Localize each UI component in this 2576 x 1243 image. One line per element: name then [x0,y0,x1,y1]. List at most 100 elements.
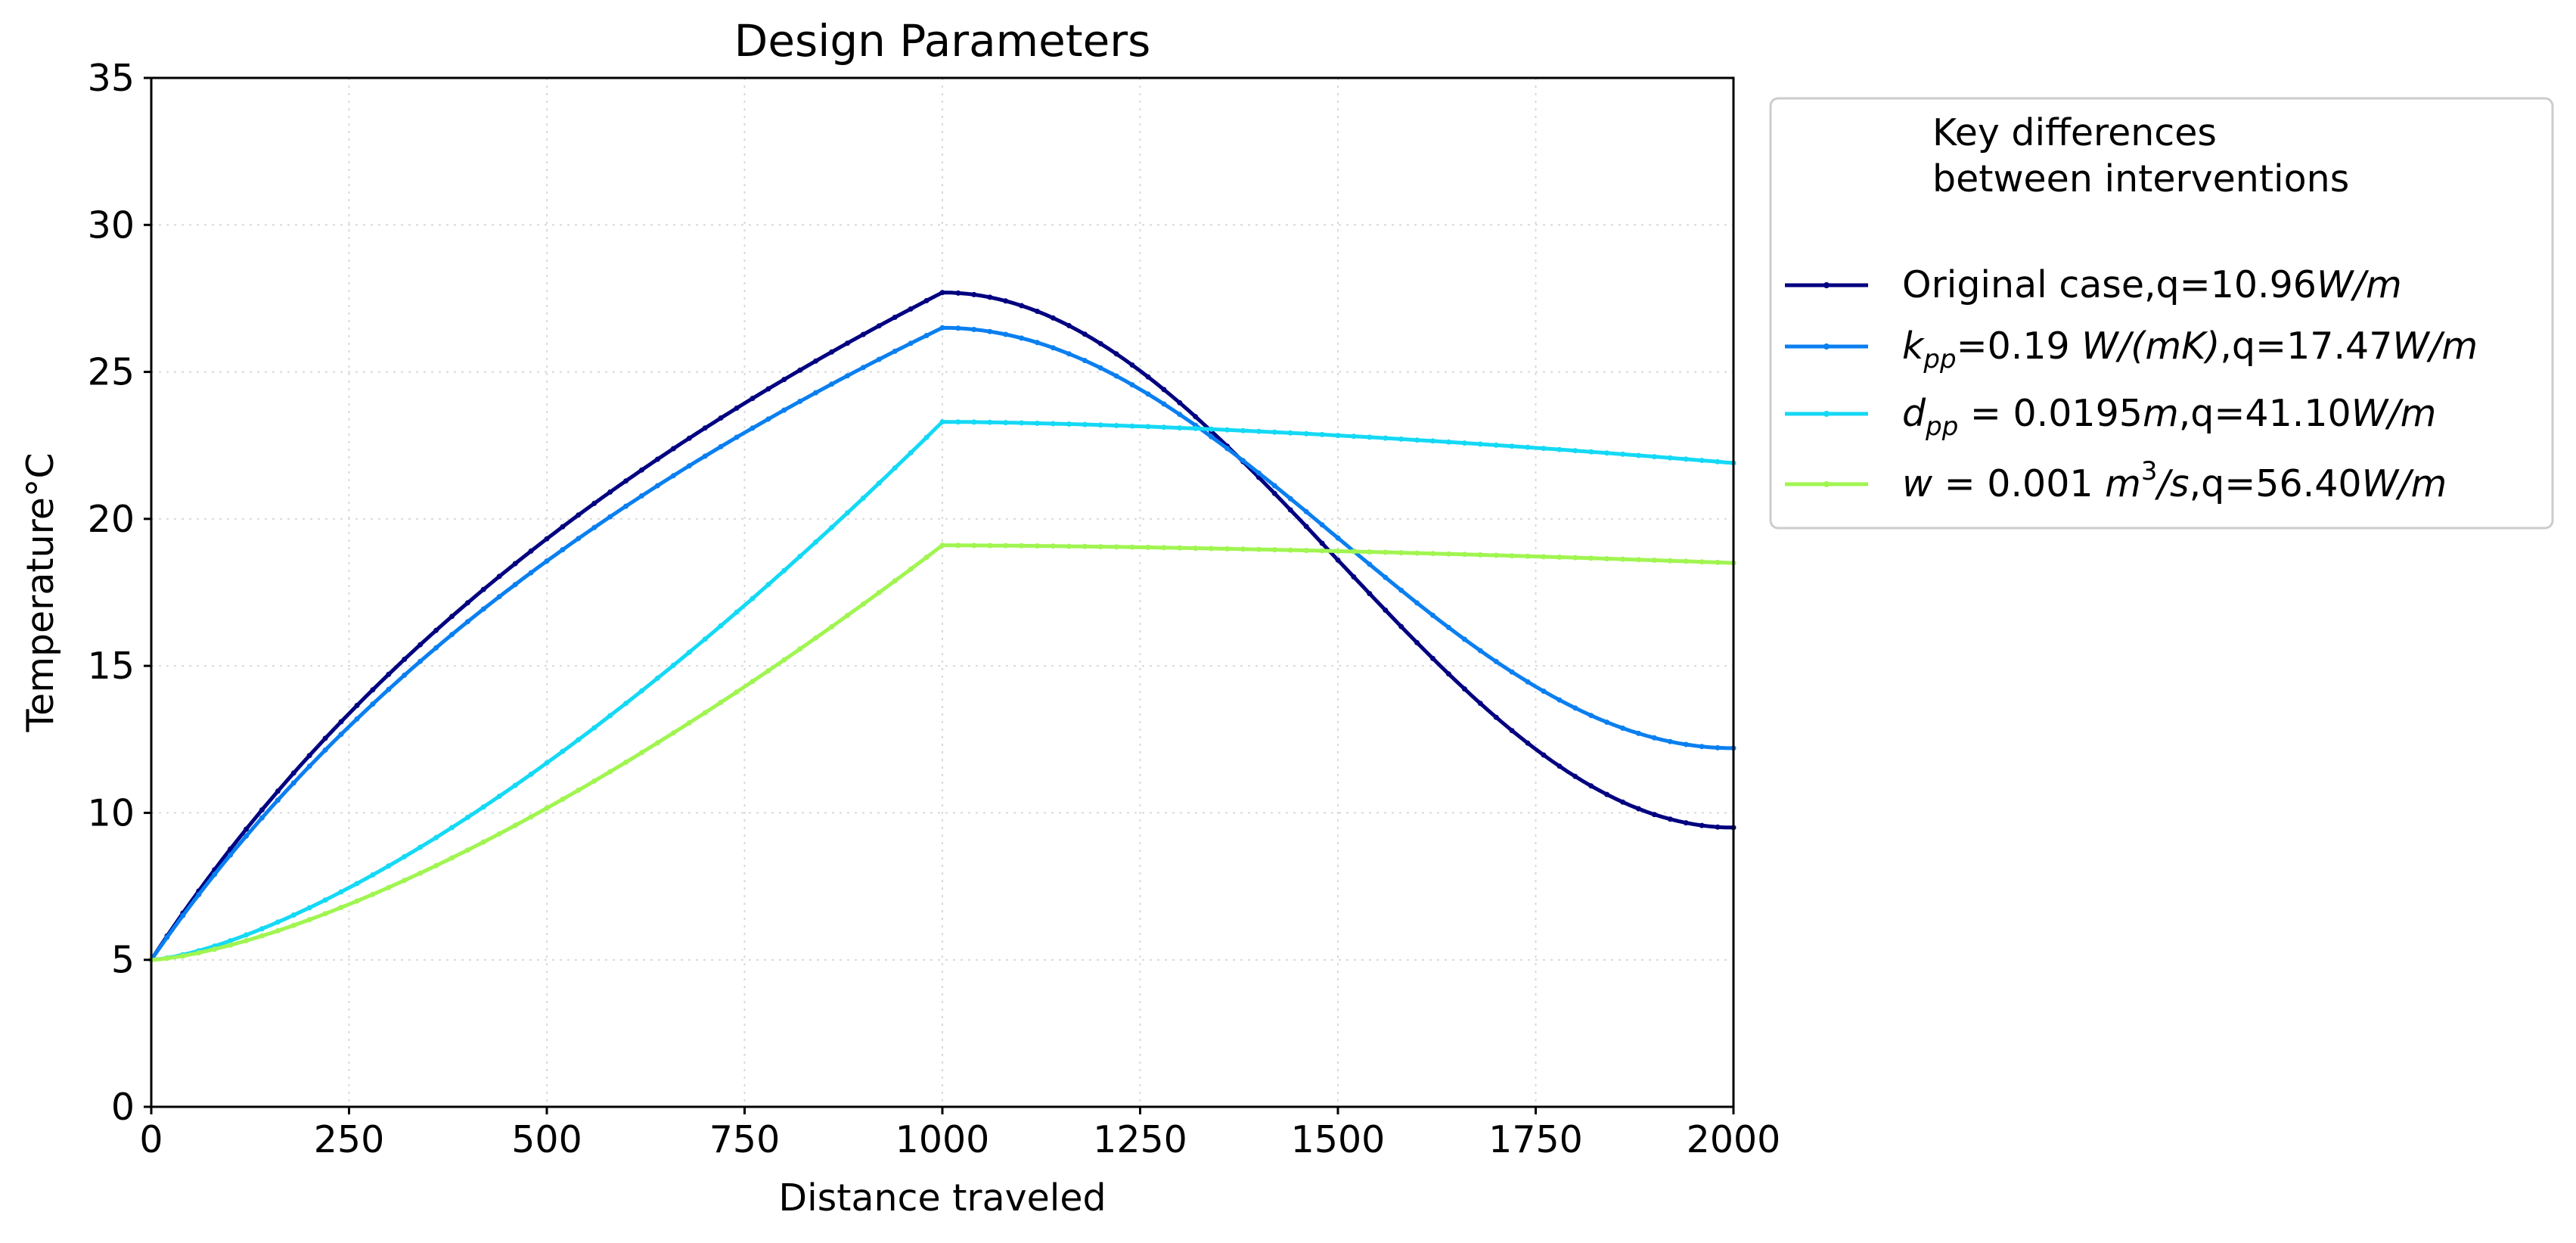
legend-label-dpp: dpp = 0.0195m,q=41.10W/m [1902,392,2436,442]
series-point-3 [402,878,408,884]
series-point-2 [1193,425,1199,431]
series-point-0 [290,770,296,776]
series-point-1 [987,328,993,334]
series-point-2 [290,912,296,918]
series-point-0 [813,358,819,364]
series-point-1 [1383,574,1389,580]
series-point-2 [228,938,234,943]
series-point-3 [1335,548,1341,554]
series-point-0 [1271,490,1277,496]
series-point-3 [1620,556,1626,562]
series-point-3 [1129,544,1135,550]
series-point-1 [1035,340,1040,346]
series-point-1 [876,356,882,362]
series-point-1 [464,619,470,625]
series-point-1 [750,425,756,431]
series-point-3 [639,750,644,756]
series-point-3 [892,578,898,584]
series-point-0 [544,536,550,542]
series-point-1 [1050,345,1056,351]
series-point-1 [354,716,360,722]
y-tick-label: 15 [88,645,135,688]
series-point-2 [576,737,582,743]
series-point-3 [797,646,803,652]
series-point-3 [860,601,866,607]
series-point-0 [480,586,486,592]
series-point-1 [670,473,676,479]
series-point-2 [987,419,993,425]
series-point-2 [829,524,835,530]
series-point-0 [512,561,518,567]
x-tick-label: 1000 [895,1118,990,1161]
series-point-2 [813,539,819,545]
series-0 [148,290,1736,963]
series-point-0 [845,340,850,346]
series-point-3 [876,589,882,595]
series-layer [148,290,1736,963]
series-point-2 [1113,423,1119,428]
series-point-3 [576,788,582,793]
series-point-2 [306,905,312,911]
series-point-1 [654,483,660,489]
series-point-2 [1097,422,1103,428]
series-point-1 [781,407,787,413]
x-tick-label: 1500 [1291,1118,1386,1161]
series-point-3 [1287,547,1293,553]
series-point-3 [275,928,281,934]
legend-label-w: w = 0.001 m3/s,q=56.40W/m [1902,456,2447,505]
series-point-2 [354,881,360,887]
series-point-0 [1541,752,1547,758]
series-point-1 [449,632,455,638]
series-point-0 [734,406,740,411]
series-point-2 [449,825,455,831]
series-point-1 [718,443,724,449]
series-point-2 [480,804,486,810]
legend-marker-original [1823,282,1830,288]
series-point-3 [971,542,977,548]
series-point-2 [1493,442,1499,448]
series-point-1 [1224,446,1231,452]
legend-entry-dpp: dpp = 0.0195m,q=41.10W/m [1785,392,2436,442]
series-point-2 [591,725,597,731]
series-point-1 [275,797,281,803]
series-point-2 [1509,443,1515,449]
series-point-1 [939,325,945,331]
series-point-2 [765,582,771,588]
series-point-0 [623,478,629,484]
series-point-2 [496,794,502,799]
series-point-3 [290,922,296,928]
series-point-3 [654,740,660,746]
series-point-2 [686,649,692,655]
series-point-3 [702,710,708,716]
series-point-3 [1667,558,1673,564]
series-point-1 [512,582,518,588]
series-point-3 [845,613,850,618]
series-point-2 [860,495,866,501]
series-point-0 [1335,557,1341,563]
series-point-2 [623,701,629,707]
series-point-1 [1335,535,1341,541]
series-point-3 [1319,548,1325,554]
series-point-0 [876,323,882,329]
x-tick-label: 1250 [1093,1118,1187,1161]
series-point-1 [1003,331,1009,337]
series-point-2 [639,688,644,694]
series-point-1 [370,701,376,707]
series-point-2 [702,636,708,642]
series-point-2 [1445,439,1451,445]
series-point-1 [338,732,344,738]
y-tick-label: 5 [111,939,135,982]
x-axis-title: Distance traveled [778,1176,1106,1220]
series-point-2 [1477,441,1483,447]
series-point-2 [1271,429,1277,435]
series-point-3 [433,862,439,869]
series-point-3 [1477,552,1483,558]
series-point-0 [702,425,708,431]
series-point-2 [971,419,977,425]
series-point-3 [1715,559,1721,565]
series-point-2 [750,595,756,601]
series-point-0 [1161,387,1167,393]
series-point-2 [1066,421,1072,427]
series-point-0 [1367,591,1373,597]
series-point-1 [1525,679,1531,685]
